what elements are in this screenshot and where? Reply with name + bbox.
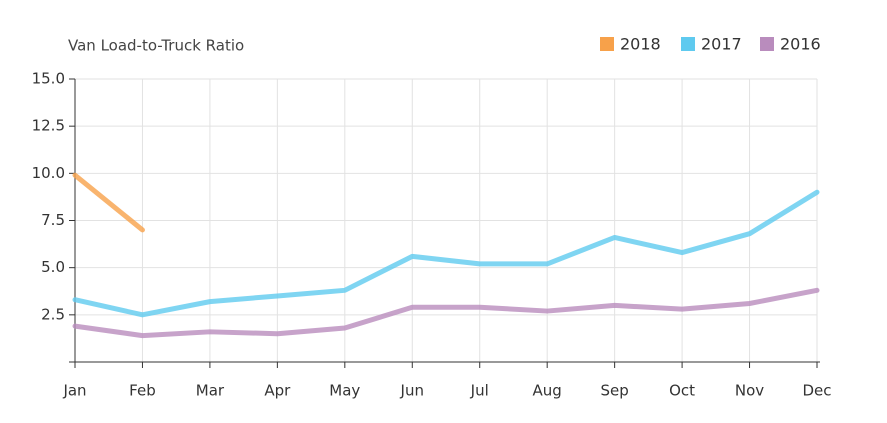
x-tick-label: Mar — [196, 382, 225, 400]
x-tick-label: Apr — [264, 382, 291, 400]
x-tick-label: Jul — [470, 382, 489, 400]
x-tick-label: Aug — [533, 382, 562, 400]
legend-swatch — [600, 37, 614, 51]
x-tick-label: Jun — [400, 382, 424, 400]
x-tick-label: Oct — [669, 382, 695, 400]
y-tick-label: 7.5 — [41, 211, 65, 229]
series-line — [72, 287, 820, 339]
x-tick-label: May — [329, 382, 360, 400]
series-line — [72, 172, 145, 233]
y-tick-label: 5.0 — [41, 258, 65, 276]
y-tick-label: 2.5 — [41, 305, 65, 323]
chart-title: Van Load-to-Truck Ratio — [68, 37, 244, 55]
legend-swatch — [760, 37, 774, 51]
legend-swatch — [681, 37, 695, 51]
y-tick-label: 12.5 — [32, 117, 65, 135]
legend-label: 2016 — [780, 35, 821, 54]
x-tick-label: Nov — [735, 382, 764, 400]
y-tick-label: 15.0 — [32, 70, 65, 88]
x-tick-label: Dec — [802, 382, 831, 400]
x-tick-label: Feb — [129, 382, 156, 400]
x-tick-label: Sep — [600, 382, 628, 400]
legend-label: 2018 — [620, 35, 661, 54]
series-line — [72, 189, 820, 318]
x-tick-label: Jan — [62, 382, 86, 400]
y-tick-label: 10.0 — [32, 164, 65, 182]
legend-label: 2017 — [701, 35, 742, 54]
